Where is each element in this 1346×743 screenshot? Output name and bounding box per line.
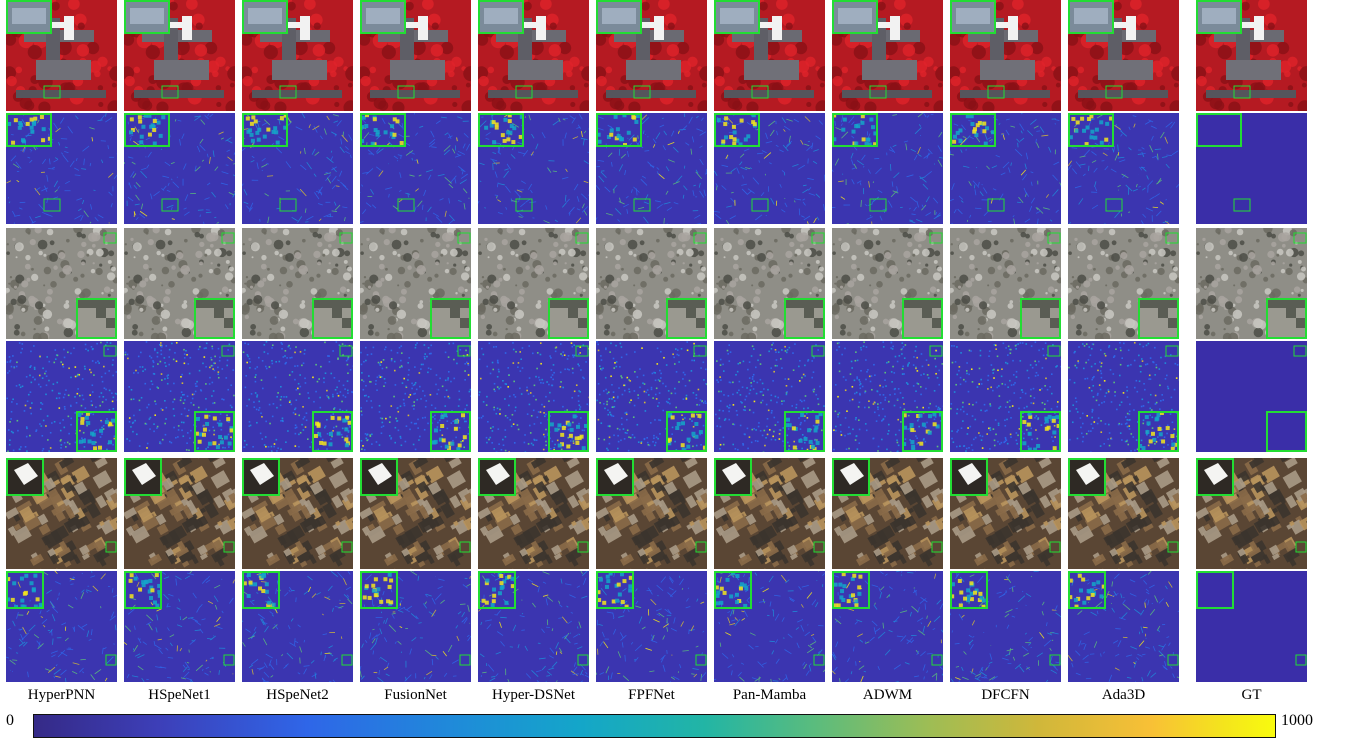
error-map-tile	[950, 571, 1061, 682]
method-label: DFCFN	[981, 687, 1030, 703]
result-image-tile	[360, 228, 471, 339]
result-image-tile	[714, 458, 825, 569]
result-image-tile	[478, 458, 589, 569]
method-label: HSpeNet2	[266, 687, 329, 703]
error-map-tile	[596, 571, 707, 682]
error-map-tile	[478, 113, 589, 224]
error-map-tile	[124, 113, 235, 224]
error-map-tile	[242, 341, 353, 452]
error-map-tile	[832, 113, 943, 224]
error-map-tile	[832, 571, 943, 682]
error-map-tile	[242, 571, 353, 682]
error-map-tile	[360, 571, 471, 682]
result-image-tile	[1068, 228, 1179, 339]
result-image-tile	[124, 228, 235, 339]
result-image-tile	[714, 228, 825, 339]
result-image-tile	[596, 228, 707, 339]
error-map-tile	[360, 113, 471, 224]
error-map-tile	[596, 341, 707, 452]
error-map-tile	[242, 113, 353, 224]
result-image-tile	[242, 228, 353, 339]
error-map-tile	[1196, 571, 1307, 682]
result-image-tile	[478, 0, 589, 111]
result-image-tile	[1196, 228, 1307, 339]
error-map-tile	[6, 113, 117, 224]
result-image-tile	[124, 458, 235, 569]
result-image-tile	[242, 0, 353, 111]
result-image-tile	[714, 0, 825, 111]
result-image-tile	[832, 228, 943, 339]
method-label: FusionNet	[384, 687, 447, 703]
method-label: HyperPNN	[27, 687, 96, 703]
error-map-tile	[596, 113, 707, 224]
error-map-tile	[124, 571, 235, 682]
method-label: Ada3D	[1101, 687, 1146, 703]
error-map-tile	[6, 571, 117, 682]
result-image-tile	[6, 0, 117, 111]
error-map-tile	[1068, 341, 1179, 452]
method-label: Hyper-DSNet	[491, 687, 575, 703]
error-map-tile	[950, 113, 1061, 224]
result-image-tile	[242, 458, 353, 569]
error-map-tile	[360, 341, 471, 452]
result-image-tile	[950, 0, 1061, 111]
method-label: ADWM	[862, 687, 913, 703]
error-map-tile	[950, 341, 1061, 452]
result-image-tile	[832, 0, 943, 111]
error-map-tile	[714, 571, 825, 682]
result-image-tile	[1068, 458, 1179, 569]
method-label: GT	[1241, 687, 1262, 703]
result-image-tile	[596, 0, 707, 111]
colorbar-min-label: 0	[6, 712, 14, 729]
result-image-tile	[596, 458, 707, 569]
result-image-tile	[360, 0, 471, 111]
method-label: FPFNet	[628, 687, 675, 703]
error-map-tile	[832, 341, 943, 452]
result-image-tile	[1196, 0, 1307, 111]
colorbar-max-label: 1000	[1281, 712, 1313, 729]
result-image-tile	[832, 458, 943, 569]
result-image-tile	[1196, 458, 1307, 569]
result-image-tile	[6, 228, 117, 339]
result-image-tile	[1068, 0, 1179, 111]
error-map-tile	[478, 341, 589, 452]
result-image-tile	[6, 458, 117, 569]
error-map-tile	[714, 341, 825, 452]
error-map-tile	[1196, 341, 1307, 452]
method-label: HSpeNet1	[148, 687, 211, 703]
error-map-tile	[124, 341, 235, 452]
error-map-tile	[714, 113, 825, 224]
result-image-tile	[950, 228, 1061, 339]
result-image-tile	[124, 0, 235, 111]
error-map-tile	[1068, 113, 1179, 224]
error-map-tile	[6, 341, 117, 452]
method-label: Pan-Mamba	[732, 687, 807, 703]
colorbar	[33, 714, 1276, 738]
result-image-tile	[478, 228, 589, 339]
result-image-tile	[950, 458, 1061, 569]
error-map-tile	[1196, 113, 1307, 224]
error-map-tile	[1068, 571, 1179, 682]
result-image-tile	[360, 458, 471, 569]
error-map-tile	[478, 571, 589, 682]
